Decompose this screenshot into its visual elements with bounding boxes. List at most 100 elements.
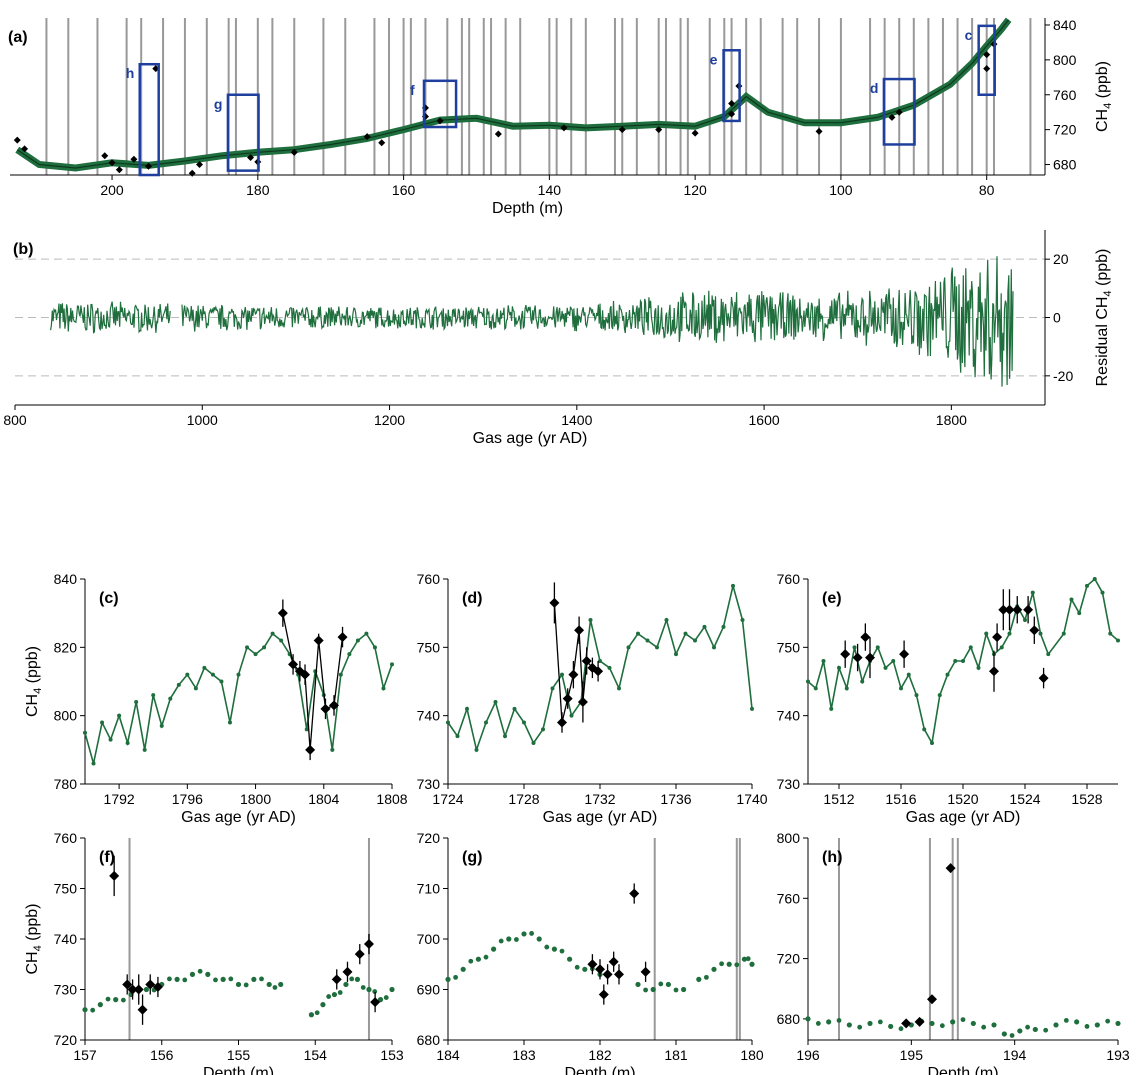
series-point	[635, 981, 641, 988]
series-point	[159, 723, 164, 728]
series-point	[1092, 577, 1097, 581]
ylabel-subscript: 4	[32, 688, 44, 694]
discrete-point	[983, 51, 991, 59]
series-point	[381, 686, 386, 691]
discrete-point	[363, 939, 374, 950]
series-point	[829, 706, 834, 711]
series-point	[574, 964, 580, 970]
y-tick-label: 20	[1053, 251, 1069, 267]
ylabel-tail: (ppb)	[24, 646, 41, 688]
series-point	[877, 1019, 883, 1025]
discrete-point	[618, 126, 626, 134]
panel-c: 1792 1796 1800 1804 1808 780 800 820 840 Gas age …	[24, 571, 408, 826]
series-point	[498, 938, 504, 944]
series-point	[182, 977, 188, 983]
series-point	[1115, 1020, 1121, 1027]
series-point	[559, 948, 565, 954]
series-point	[719, 961, 724, 967]
series-point	[704, 974, 709, 980]
series-point	[914, 693, 919, 698]
series-point	[844, 686, 849, 691]
ylabel-tail: (ppb)	[1094, 61, 1111, 103]
y-axis-label: Residual CH4 (ppb)	[1094, 249, 1114, 387]
series-point	[272, 985, 278, 990]
discrete-point	[914, 1016, 925, 1027]
series-point	[569, 713, 574, 718]
series-point	[390, 662, 394, 667]
zoom-box-d	[882, 77, 916, 146]
series-point	[643, 987, 648, 993]
discrete-point	[602, 969, 613, 980]
discrete-point	[640, 966, 651, 977]
series-point	[867, 1020, 873, 1027]
panel-g: 184 183 182 181 180 680 690 700 710 720 Depth (m) (…	[417, 830, 764, 1075]
y-tick-label: 700	[417, 931, 441, 947]
series-point	[493, 700, 498, 704]
series-point	[143, 986, 149, 993]
x-tick-label: 1000	[187, 412, 218, 428]
discrete-point	[354, 949, 365, 960]
y-tick-label: 680	[417, 1032, 441, 1048]
series-point	[468, 958, 474, 964]
series-point	[465, 706, 469, 711]
series-point	[712, 645, 716, 650]
series-point	[1085, 583, 1089, 588]
panel-a: 200 180 160 140 120 100 80 680 720 760 800 840 Depth…	[8, 17, 1114, 217]
discrete-point	[992, 632, 1003, 643]
series-point	[937, 693, 942, 698]
x-axis-label: Gas age (yr AD)	[473, 430, 588, 447]
series-point	[1007, 631, 1012, 636]
series-point	[875, 645, 880, 650]
x-axis-label: Gas age (yr AD)	[181, 809, 296, 826]
series-point	[741, 956, 748, 962]
zoom-box-label: g	[214, 96, 223, 112]
x-tick-label: 1800	[240, 791, 271, 807]
series-point	[503, 734, 507, 739]
series-point	[1046, 652, 1051, 657]
x-tick-label: 180	[740, 1047, 764, 1063]
discrete-point	[152, 981, 163, 992]
series-point	[560, 672, 564, 677]
x-tick-label: 800	[3, 412, 27, 428]
series-point	[193, 686, 198, 691]
panel-label: (e)	[822, 590, 842, 607]
x-tick-label: 180	[246, 182, 270, 198]
y-tick-label: 680	[1053, 157, 1077, 173]
series-point	[836, 1017, 842, 1023]
series-point	[953, 659, 958, 663]
series-point	[541, 727, 545, 732]
series-point	[1094, 1022, 1100, 1028]
x-tick-label: 1804	[308, 791, 339, 807]
y-tick-label: 840	[1053, 17, 1077, 33]
discrete-point	[320, 703, 331, 714]
x-tick-label: 1400	[561, 412, 592, 428]
series-point	[961, 659, 965, 663]
discrete-point	[593, 666, 604, 677]
x-tick-label: 184	[436, 1047, 460, 1063]
series-point	[815, 1021, 821, 1026]
x-tick-label: 1724	[432, 791, 463, 807]
y-tick-label: 820	[54, 639, 78, 655]
discrete-point	[927, 994, 937, 1005]
series-point	[1084, 1024, 1090, 1029]
series-point	[1030, 590, 1035, 595]
y-tick-label: 0	[1053, 310, 1061, 326]
series-point	[582, 966, 588, 972]
series-point	[189, 971, 196, 977]
series-point	[665, 981, 672, 988]
series-point	[142, 747, 147, 752]
series-point	[522, 720, 526, 725]
series-point	[805, 1016, 811, 1022]
discrete-point	[998, 604, 1009, 615]
series-point	[278, 981, 284, 988]
x-tick-label: 182	[588, 1047, 612, 1063]
series-point	[664, 618, 669, 622]
x-tick-label: 1528	[1071, 791, 1102, 807]
y-tick-label: 760	[54, 830, 78, 846]
series-point	[455, 734, 460, 739]
y-tick-label: 840	[54, 571, 78, 587]
y-tick-label: 760	[777, 571, 801, 587]
x-axis-label: Depth (m)	[203, 1065, 274, 1075]
discrete-point	[888, 113, 896, 121]
axes: 1512 1516 1520 1524 1528 730 740 750 760 Gas age …	[777, 571, 1118, 826]
